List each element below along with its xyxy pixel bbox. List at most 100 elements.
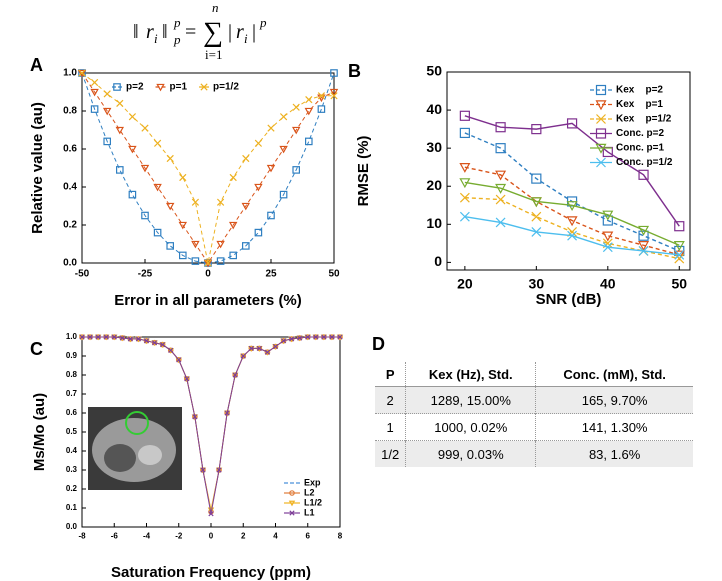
marker <box>200 467 206 473</box>
marker <box>224 410 230 416</box>
marker <box>153 228 162 237</box>
equation-part: ‖ <box>162 21 168 43</box>
marker <box>531 173 542 184</box>
marker <box>638 169 649 180</box>
marker <box>228 221 238 230</box>
results-table: P Kex (Hz), Std. Conc. (mM), Std. 2 1289,… <box>375 362 693 467</box>
marker <box>242 154 250 163</box>
marker <box>78 69 86 77</box>
x-tick-label: -25 <box>138 269 153 280</box>
legend: Kex p=2 Kex p=1 Kex p=1/2 Conc. p=2 Conc. p=… <box>590 85 673 168</box>
marker <box>459 192 470 203</box>
marker <box>459 211 470 222</box>
marker <box>216 198 225 206</box>
equation-part: r <box>146 21 154 43</box>
panel-label: B <box>348 61 361 81</box>
marker <box>90 78 99 87</box>
marker <box>141 211 149 220</box>
marker <box>595 143 607 154</box>
equation-part: r <box>236 21 244 43</box>
x-tick-label: -50 <box>75 269 90 280</box>
marker <box>87 334 93 340</box>
y-tick-label: 30 <box>426 139 442 155</box>
marker <box>602 231 614 242</box>
marker <box>264 349 271 356</box>
marker <box>90 105 99 113</box>
marker <box>459 178 471 189</box>
marker <box>495 183 507 194</box>
marker <box>79 334 85 340</box>
panel-label: A <box>30 55 43 75</box>
y-tick-label: 0.5 <box>66 427 78 436</box>
marker <box>272 343 279 350</box>
equation-part: i <box>244 31 248 46</box>
marker <box>229 173 237 182</box>
marker <box>256 345 262 352</box>
marker <box>166 242 175 250</box>
marker <box>288 500 296 507</box>
inset-tissue <box>104 444 136 472</box>
marker <box>266 164 276 173</box>
y-tick-label: 0.1 <box>66 503 78 512</box>
inset-tissue <box>138 445 162 465</box>
marker <box>330 92 338 100</box>
table-header: Kex (Hz), Std. <box>405 362 536 387</box>
marker <box>135 336 142 342</box>
marker <box>167 347 174 354</box>
marker <box>103 90 111 98</box>
marker <box>141 124 149 132</box>
marker <box>204 259 212 267</box>
x-tick-label: 40 <box>600 275 616 291</box>
marker <box>156 83 165 92</box>
y-axis-title: Ms/Mo (au) <box>31 393 48 471</box>
y-tick-label: 0.6 <box>63 144 77 155</box>
y-tick-label: 0.7 <box>66 389 78 398</box>
marker <box>292 103 300 111</box>
marker <box>102 107 112 116</box>
x-tick-label: -6 <box>111 531 119 540</box>
marker <box>192 414 198 420</box>
legend-label: p=1 <box>170 82 188 93</box>
marker <box>216 240 225 249</box>
marker <box>240 353 246 359</box>
legend-label: Exp <box>304 477 321 487</box>
marker <box>184 376 190 382</box>
marker <box>103 334 109 340</box>
marker <box>127 336 133 342</box>
marker <box>567 230 577 241</box>
legend-label: Kex p=1/2 <box>616 114 672 125</box>
y-tick-label: 0 <box>434 253 442 269</box>
x-tick-label: 4 <box>273 531 278 540</box>
marker <box>231 372 239 379</box>
marker <box>77 69 87 78</box>
x-tick-label: 20 <box>457 275 473 291</box>
marker <box>254 183 263 192</box>
marker <box>459 127 470 139</box>
marker <box>242 242 250 250</box>
legend-label: Conc. p=2 <box>616 128 665 139</box>
y-tick-label: 1.0 <box>66 332 78 341</box>
marker <box>495 170 507 181</box>
marker <box>175 357 182 364</box>
series-line <box>464 181 680 246</box>
series-line <box>81 72 335 264</box>
series-line <box>464 115 680 227</box>
legend: p=2 p=1 p=1/2 <box>112 82 239 93</box>
marker <box>602 215 613 226</box>
marker <box>232 372 238 378</box>
marker <box>317 105 326 113</box>
y-tick-label: 0.8 <box>63 106 77 117</box>
y-tick-label: 0.4 <box>63 182 77 193</box>
equation-part: p <box>173 15 181 30</box>
marker <box>291 126 301 135</box>
marker <box>595 128 607 139</box>
marker <box>254 139 263 147</box>
marker <box>674 249 685 260</box>
marker <box>267 124 275 132</box>
equation-part: ‖ <box>133 21 139 43</box>
legend-label: p=1/2 <box>213 82 239 93</box>
marker <box>566 216 578 227</box>
y-tick-label: 0.6 <box>66 408 78 417</box>
table-cell: 1 <box>375 413 406 441</box>
y-tick-label: 50 <box>426 63 442 79</box>
